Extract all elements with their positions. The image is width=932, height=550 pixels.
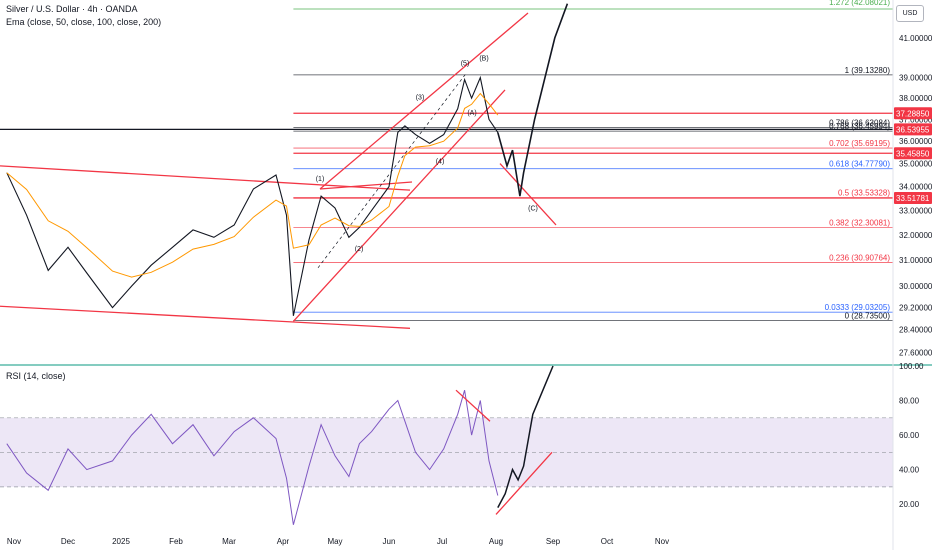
fib-level-label: 0.0333 (29.03205) — [825, 303, 891, 312]
time-tick-apr: Apr — [277, 537, 290, 546]
fib-level-label: 0 (28.73500) — [845, 311, 891, 320]
price-tick: 33.00000 — [899, 206, 932, 215]
rsi-tick: 60.00 — [899, 431, 920, 440]
price-tag-bg — [894, 123, 932, 136]
price-tick: 27.60000 — [899, 348, 932, 357]
wave-one-line — [319, 181, 413, 190]
price-tick: 38.00000 — [899, 94, 932, 103]
fib-level-label: 1 (39.13280) — [845, 66, 891, 75]
wave-label: (B) — [479, 55, 488, 62]
fib-level-label: 0.5 (33.53328) — [838, 189, 890, 198]
time-tick-oct: Oct — [601, 537, 614, 546]
price-tick: 30.00000 — [899, 282, 932, 291]
rising-channel-lower — [292, 89, 506, 322]
price-tag-bg — [894, 147, 932, 160]
price-tag: 37.28850 — [896, 109, 930, 118]
rsi-resistance-line — [455, 389, 491, 422]
wave-label: (4) — [436, 159, 445, 166]
price-tick: 39.00000 — [899, 74, 932, 83]
price-series-line — [6, 75, 499, 316]
channel-bottom-line — [0, 305, 411, 329]
rsi-tick: 100.00 — [899, 362, 924, 371]
price-tick: 28.40000 — [899, 326, 932, 335]
fib-top-label: 1.272 (42.08021) — [829, 0, 890, 7]
wave-label: (1) — [316, 176, 325, 183]
time-tick-nov: Nov — [7, 537, 21, 546]
rsi-support-line — [495, 451, 553, 515]
rsi-tick: 80.00 — [899, 397, 920, 406]
correction-line — [499, 163, 557, 226]
currency-button[interactable]: USD — [896, 5, 924, 22]
price-tick: 32.00000 — [899, 231, 932, 240]
ema-line — [6, 92, 499, 278]
price-tick: 35.00000 — [899, 160, 932, 169]
rsi-tick: 40.00 — [899, 466, 920, 475]
wave-label: (3) — [416, 94, 425, 101]
fib-level-label: 0.382 (32.30081) — [829, 218, 890, 227]
fib-level-label: 0.702 (35.69195) — [829, 139, 890, 148]
projection-path — [497, 3, 569, 197]
time-tick-aug: Aug — [489, 537, 503, 546]
wave-label: (2) — [355, 246, 364, 253]
time-tick-2025: 2025 — [112, 537, 130, 546]
wave-label: (A) — [467, 110, 476, 117]
rsi-tick: 20.00 — [899, 500, 920, 509]
fib-level-label: 0.618 (34.77790) — [829, 160, 890, 169]
rising-channel-upper — [319, 12, 529, 190]
time-tick-jun: Jun — [383, 537, 396, 546]
price-tag: 33.51781 — [896, 194, 930, 203]
price-tag-bg — [894, 107, 932, 120]
price-tick: 41.00000 — [899, 34, 932, 43]
time-tick-mar: Mar — [222, 537, 236, 546]
rsi-axis[interactable]: 100.00 80.00 60.00 40.00 20.00 — [899, 362, 924, 509]
price-tick: 34.00000 — [899, 183, 932, 192]
time-tick-nov: Nov — [655, 537, 669, 546]
price-axis[interactable]: 41.00000 39.00000 38.00000 37.00000 36.00000… — [894, 34, 932, 358]
fib-level-label: 0.786 (36.63084) — [829, 118, 890, 127]
price-tick: 37.00000 — [899, 115, 932, 124]
ema-legend: Ema (close, 50, close, 100, close, 200) — [6, 17, 162, 27]
price-tick: 31.00000 — [899, 256, 932, 265]
wave-label: (C) — [528, 205, 538, 212]
price-tick: 29.20000 — [899, 304, 932, 313]
channel-top-line — [0, 165, 411, 191]
wave-label: (5) — [461, 60, 470, 67]
fib-level-label: 0.768 (36.45994) — [829, 122, 890, 131]
time-axis[interactable]: Nov Dec 2025 Feb Mar Apr May Jun Jul Aug Sep Oct Nov — [7, 537, 669, 546]
chart-title: Silver / U.S. Dollar · 4h · OANDA — [6, 4, 138, 14]
time-tick-dec: Dec — [61, 537, 75, 546]
rsi-line — [6, 390, 499, 525]
time-tick-feb: Feb — [169, 537, 183, 546]
time-tick-sep: Sep — [546, 537, 561, 546]
price-tick: 36.00000 — [899, 137, 932, 146]
price-tag: 36.53955 — [896, 125, 930, 134]
time-tick-jul: Jul — [437, 537, 447, 546]
price-panel[interactable]: 1 (39.13280) 0.786 (36.63084)0.768 (36.45… — [0, 0, 893, 329]
fib-level-label: 0.236 (30.90764) — [829, 253, 890, 262]
rsi-projection-path — [497, 365, 554, 508]
rsi-legend: RSI (14, close) — [6, 371, 66, 381]
price-tag: 35.45850 — [896, 149, 930, 158]
time-tick-may: May — [327, 537, 342, 546]
price-tag-bg — [894, 192, 932, 205]
rsi-panel[interactable] — [0, 365, 893, 525]
